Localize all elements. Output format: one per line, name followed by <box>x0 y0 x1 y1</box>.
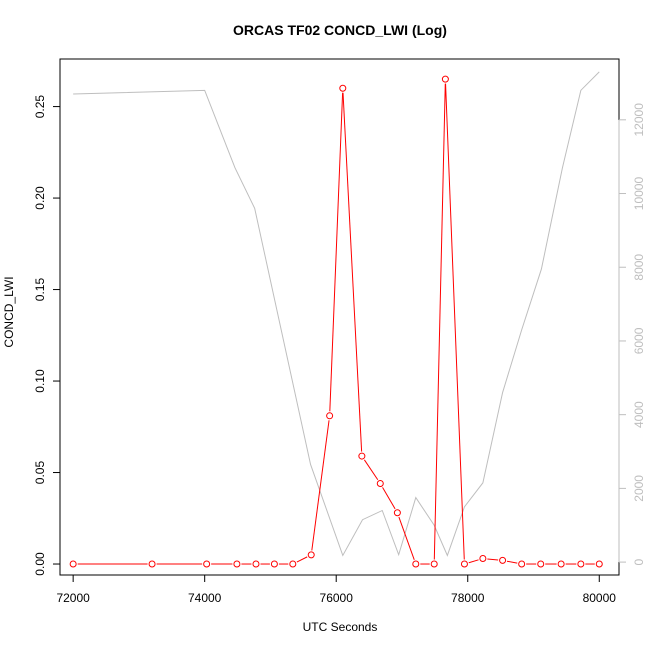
primary-series-segment <box>468 559 479 564</box>
x-tick-label: 76000 <box>320 591 354 605</box>
primary-series-point <box>376 480 384 488</box>
x-tick-label: 78000 <box>451 591 485 605</box>
primary-series-point <box>270 560 278 568</box>
x-tick-label: 72000 <box>56 591 90 605</box>
primary-series-point <box>358 452 366 460</box>
y2-tick-label: 2000 <box>632 475 646 502</box>
primary-series-point <box>430 560 438 568</box>
y-axis-left: 0.00 0.05 0.10 0.15 0.20 0.25 <box>33 95 61 576</box>
primary-series-point <box>412 560 420 568</box>
primary-series-point <box>441 75 449 83</box>
y-axis-right: 0 2000 4000 6000 8000 10000 12000 <box>618 103 646 565</box>
y-tick-label: 0.25 <box>33 95 47 119</box>
primary-series-segment <box>382 487 396 510</box>
primary-series-point <box>252 560 260 568</box>
primary-series-point <box>595 560 603 568</box>
y2-tick-label: 4000 <box>632 401 646 428</box>
y2-tick-label: 10000 <box>632 177 646 211</box>
y-tick-label: 0.05 <box>33 461 47 485</box>
secondary-series <box>73 71 600 557</box>
primary-series-segment <box>311 420 330 551</box>
primary-series <box>69 75 603 568</box>
primary-series-point <box>203 560 211 568</box>
primary-series-point <box>339 84 347 92</box>
primary-series-segment <box>487 558 499 561</box>
secondary-series-line <box>73 71 600 557</box>
x-axis-label: UTC Seconds <box>303 620 378 634</box>
primary-series-point <box>557 560 565 568</box>
primary-series-segment <box>342 92 363 452</box>
primary-series-point <box>326 412 334 420</box>
primary-series-point <box>460 560 468 568</box>
y-tick-label: 0.15 <box>33 278 47 302</box>
primary-series-segment <box>363 459 379 481</box>
primary-series-point <box>148 560 156 568</box>
primary-series-point <box>233 560 241 568</box>
primary-series-point <box>307 551 315 559</box>
primary-series-segment <box>329 92 344 412</box>
primary-series-point <box>537 560 545 568</box>
y2-tick-label: 8000 <box>632 254 646 281</box>
primary-series-segment <box>398 516 415 560</box>
primary-series-point <box>577 560 585 568</box>
chart-title: ORCAS TF02 CONCD_LWI (Log) <box>233 22 447 38</box>
y-tick-label: 0.20 <box>33 186 47 210</box>
primary-series-point <box>393 509 401 517</box>
x-axis: 72000 74000 76000 78000 80000 <box>56 574 617 605</box>
x-tick-label: 80000 <box>583 591 617 605</box>
y-tick-label: 0.00 <box>33 552 47 576</box>
y2-tick-label: 12000 <box>632 103 646 137</box>
primary-series-segment <box>433 83 446 560</box>
primary-series-point <box>499 556 507 564</box>
primary-series-point <box>518 560 526 568</box>
primary-series-segment <box>296 556 308 563</box>
primary-series-segment <box>506 560 518 564</box>
primary-series-point <box>479 555 487 563</box>
y-axis-label: CONCD_LWI <box>2 276 16 347</box>
primary-series-point <box>69 560 77 568</box>
primary-series-point <box>289 560 297 568</box>
x-tick-label: 74000 <box>188 591 222 605</box>
primary-series-segment <box>445 83 465 560</box>
y2-tick-label: 6000 <box>632 327 646 354</box>
y-tick-label: 0.10 <box>33 369 47 393</box>
y2-tick-label: 0 <box>632 558 646 565</box>
